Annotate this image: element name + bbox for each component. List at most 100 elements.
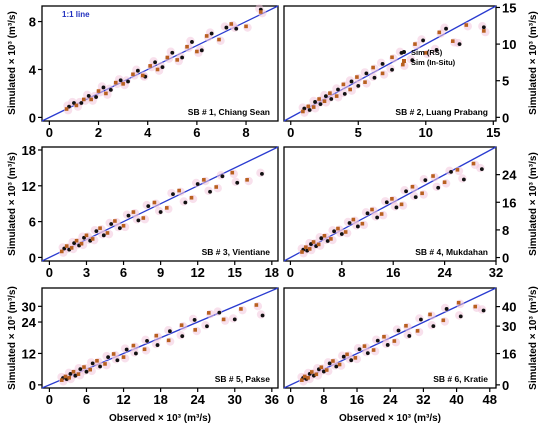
- point-sim-insitu: [306, 376, 310, 380]
- point-sim-insitu: [202, 178, 206, 182]
- point-sim-rs: [108, 87, 113, 92]
- point-sim-rs: [341, 354, 346, 359]
- point-sim-rs: [155, 343, 160, 347]
- x-tick-label: 0: [46, 392, 53, 407]
- y-tick-label: 30: [22, 299, 36, 314]
- point-sim-rs: [106, 355, 111, 360]
- point-sim-insitu: [343, 230, 348, 234]
- point-sim-rs: [349, 79, 354, 84]
- point-sim-rs: [208, 189, 212, 194]
- point-sim-insitu: [420, 191, 424, 196]
- point-sim-rs: [135, 68, 140, 73]
- point-sim-rs: [380, 61, 385, 66]
- point-sim-insitu: [141, 216, 146, 220]
- panel-3: 0 3 6 9 12 15 18 0 6 12 18 SB # 3, Vientiane: [22, 143, 280, 280]
- point-sim-rs: [118, 78, 123, 83]
- x-tick-label: 0: [287, 125, 294, 140]
- panel-title: SB # 6, Kratie: [433, 374, 488, 384]
- point-sim-insitu: [63, 374, 68, 379]
- one-to-one-label: 1:1 line: [62, 10, 90, 19]
- point-sim-insitu: [306, 104, 311, 109]
- point-sim-insitu: [105, 231, 110, 235]
- point-sim-insitu: [230, 170, 235, 175]
- point-sim-insitu: [353, 356, 358, 360]
- point-sim-insitu: [322, 233, 327, 238]
- point-sim-insitu: [113, 219, 117, 223]
- point-sim-rs: [224, 25, 229, 30]
- point-sim-insitu: [390, 55, 394, 60]
- x-tick-label: 0: [46, 125, 53, 140]
- point-sim-insitu: [314, 372, 319, 377]
- x-tick-label: 8: [320, 392, 327, 407]
- point-sim-rs: [444, 26, 448, 31]
- point-sim-insitu: [74, 103, 79, 108]
- x-tick-label: 16: [350, 392, 364, 407]
- point-sim-insitu: [471, 161, 476, 166]
- y-tick-label: 0: [29, 250, 36, 265]
- point-sim-insitu: [390, 197, 394, 201]
- x-tick-label: 3: [83, 265, 90, 280]
- point-sim-insitu: [351, 217, 356, 222]
- x-tick-label: 5: [355, 125, 362, 140]
- point-sim-insitu: [334, 94, 339, 98]
- point-sim-insitu: [217, 37, 221, 42]
- y-axis-label: Simulated × 10³ (m³/s): [7, 152, 18, 256]
- x-tick-label: 40: [449, 392, 463, 407]
- x-tick-label: 36: [265, 392, 279, 407]
- point-sim-insitu: [76, 372, 81, 376]
- point-sim-rs: [84, 369, 89, 374]
- point-sim-rs: [160, 65, 165, 69]
- x-tick-label: 0: [287, 265, 294, 280]
- point-sim-insitu: [455, 168, 460, 172]
- point-sim-rs: [385, 343, 390, 347]
- point-sim-insitu: [382, 334, 386, 339]
- point-sim-rs: [171, 192, 175, 197]
- point-sim-rs: [444, 307, 449, 311]
- point-sim-insitu: [71, 369, 76, 374]
- y-axis-label: Simulated × 10³ (m³/s): [7, 286, 18, 390]
- point-sim-rs: [195, 182, 200, 186]
- point-sim-rs: [413, 195, 418, 199]
- point-sim-insitu: [331, 359, 335, 363]
- y-tick-label: 24: [502, 168, 517, 183]
- point-sim-insitu: [415, 329, 420, 333]
- point-sim-insitu: [103, 362, 107, 366]
- y-tick-label: 12: [22, 179, 36, 194]
- point-sim-rs: [355, 224, 360, 229]
- x-tick-label: 30: [228, 392, 242, 407]
- point-sim-insitu: [189, 195, 194, 200]
- point-sim-insitu: [74, 238, 79, 243]
- y-tick-label: 15: [502, 0, 516, 15]
- point-sim-rs: [232, 317, 237, 322]
- point-sim-insitu: [69, 246, 74, 250]
- point-sim-rs: [356, 83, 361, 88]
- x-tick-label: 6: [83, 392, 90, 407]
- x-tick-label: 48: [483, 392, 497, 407]
- point-sim-insitu: [185, 44, 189, 49]
- point-sim-insitu: [371, 348, 376, 352]
- point-sim-insitu: [90, 237, 95, 241]
- point-sim-rs: [364, 71, 369, 76]
- point-sim-insitu: [59, 249, 64, 254]
- point-sim-rs: [158, 210, 163, 214]
- point-sim-insitu: [89, 97, 93, 102]
- point-sim-insitu: [177, 188, 181, 193]
- point-sim-rs: [325, 239, 330, 243]
- y-tick-label: 8: [502, 223, 509, 238]
- point-sim-insitu: [309, 370, 314, 374]
- point-sim-rs: [479, 167, 484, 172]
- point-sim-insitu: [121, 355, 126, 359]
- point-sim-insitu: [473, 304, 478, 309]
- point-sim-insitu: [154, 333, 159, 338]
- y-tick-label: 24: [22, 315, 37, 330]
- point-sim-rs: [421, 38, 425, 43]
- point-sim-insitu: [104, 91, 108, 96]
- point-sim-insitu: [300, 378, 304, 382]
- y-tick-label: 0: [29, 378, 36, 393]
- point-sim-insitu: [362, 344, 367, 348]
- point-sim-insitu: [329, 237, 333, 241]
- point-sim-insitu: [96, 89, 101, 93]
- point-sim-insitu: [64, 107, 69, 111]
- y-tick-label: 6: [29, 215, 36, 230]
